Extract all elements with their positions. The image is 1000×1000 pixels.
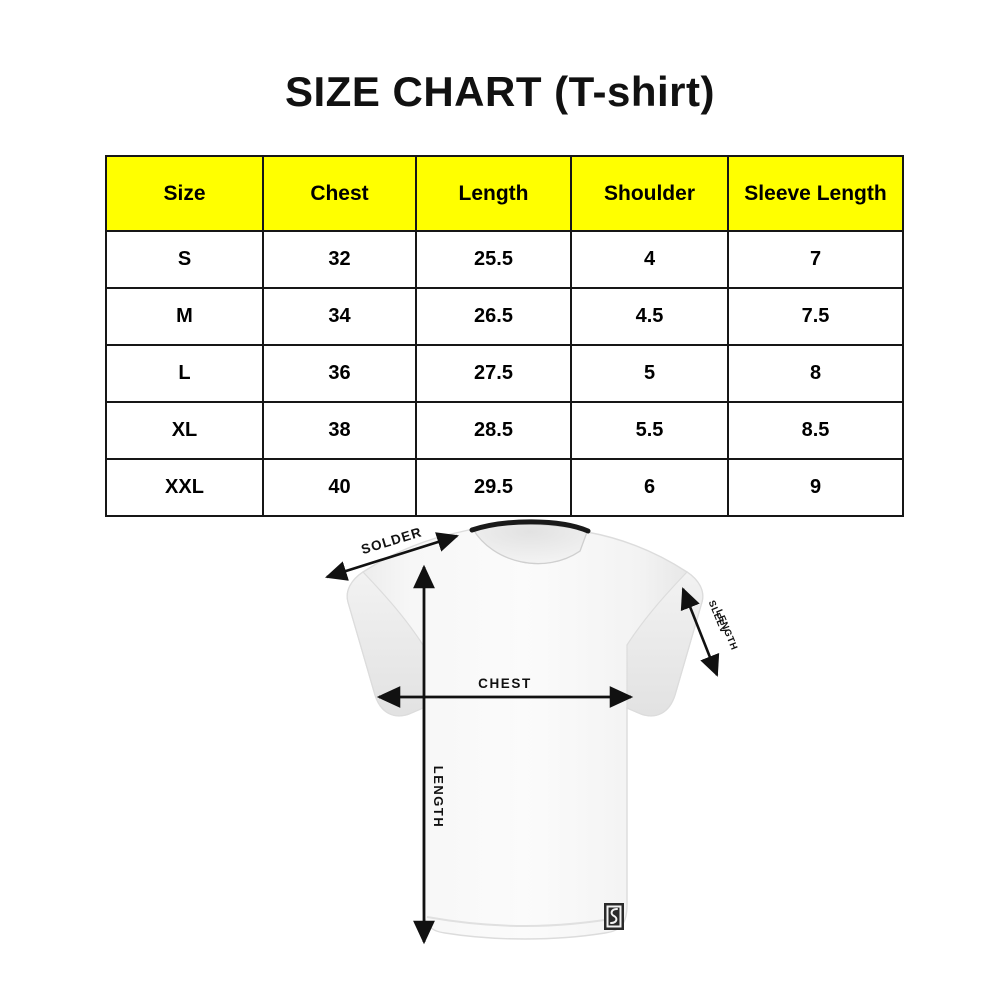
cell-size: XL (105, 401, 264, 460)
cell-sleeve-length: 9 (727, 458, 904, 517)
cell-chest: 38 (262, 401, 417, 460)
table-row: S 32 25.5 4 7 (105, 230, 904, 289)
table-header-row: Size Chest Length Shoulder Sleeve Length (105, 155, 904, 232)
cell-shoulder: 4 (570, 230, 729, 289)
size-chart-table-container: Size Chest Length Shoulder Sleeve Length… (105, 155, 904, 517)
tshirt-body-shape (346, 528, 704, 940)
page-title: SIZE CHART (T-shirt) (285, 68, 715, 115)
size-chart-table: Size Chest Length Shoulder Sleeve Length… (105, 155, 904, 517)
cell-sleeve-length: 7 (727, 230, 904, 289)
sleeve-length-measure-arrow (680, 587, 720, 677)
cell-length: 25.5 (415, 230, 572, 289)
tshirt-collar-band (469, 519, 591, 534)
table-row: XXL 40 29.5 6 9 (105, 458, 904, 517)
cell-shoulder: 4.5 (570, 287, 729, 346)
cell-sleeve-length: 8 (727, 344, 904, 403)
column-header-sleeve-length: Sleeve Length (727, 155, 904, 232)
cell-length: 27.5 (415, 344, 572, 403)
cell-shoulder: 5.5 (570, 401, 729, 460)
cell-size: XXL (105, 458, 264, 517)
cell-sleeve-length: 7.5 (727, 287, 904, 346)
cell-shoulder: 5 (570, 344, 729, 403)
tshirt-measurement-diagram: SOLDER SLEEV LENGTH CHEST LENGTH (255, 505, 755, 990)
cell-shoulder: 6 (570, 458, 729, 517)
cell-chest: 32 (262, 230, 417, 289)
tshirt-left-sleeve (346, 571, 424, 717)
length-label: LENGTH (431, 766, 446, 828)
tshirt-hem-line (426, 916, 624, 927)
shoulder-measure-arrow (325, 532, 459, 581)
cell-sleeve-length: 8.5 (727, 401, 904, 460)
cell-chest: 34 (262, 287, 417, 346)
cell-length: 26.5 (415, 287, 572, 346)
cell-size: S (105, 230, 264, 289)
cell-chest: 36 (262, 344, 417, 403)
cell-size: M (105, 287, 264, 346)
brand-tag-icon (604, 903, 624, 930)
column-header-shoulder: Shoulder (570, 155, 729, 232)
table-row: M 34 26.5 4.5 7.5 (105, 287, 904, 346)
cell-length: 28.5 (415, 401, 572, 460)
cell-chest: 40 (262, 458, 417, 517)
cell-length: 29.5 (415, 458, 572, 517)
column-header-size: Size (105, 155, 264, 232)
table-row: L 36 27.5 5 8 (105, 344, 904, 403)
chest-label: CHEST (478, 676, 532, 691)
cell-size: L (105, 344, 264, 403)
column-header-length: Length (415, 155, 572, 232)
table-row: XL 38 28.5 5.5 8.5 (105, 401, 904, 460)
column-header-chest: Chest (262, 155, 417, 232)
